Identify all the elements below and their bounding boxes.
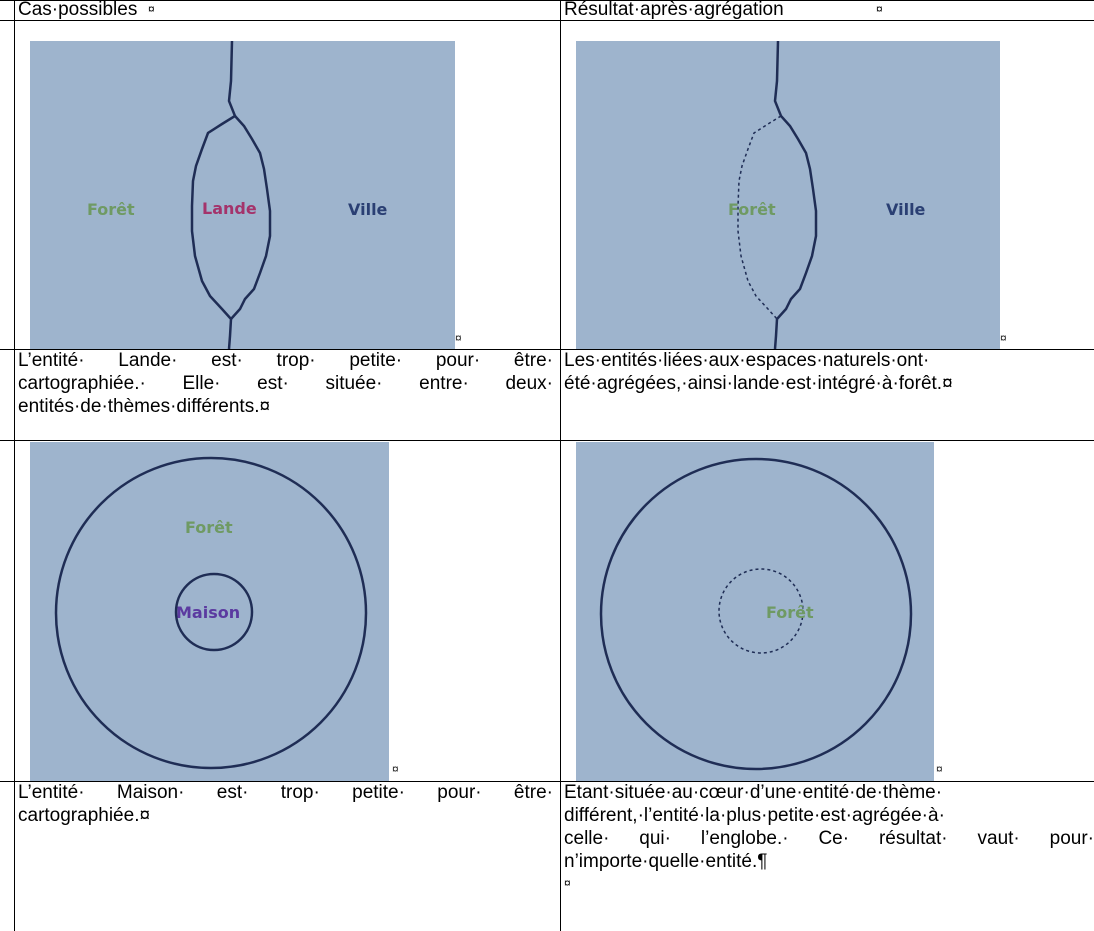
label-foret: Forêt: [185, 518, 233, 537]
result-description-lande: Les·entités·liées·aux·espaces·naturels·o…: [564, 349, 1094, 395]
boundary-line: [230, 115, 272, 320]
figure-lande-result: Forêt Ville: [576, 41, 1000, 349]
text-line: différent,·l’entité·la·plus·petite·est·a…: [564, 805, 945, 826]
text-line: L’entité· Lande· est· trop· petite· pour…: [18, 350, 553, 371]
cell-end-mark: ¤: [392, 762, 399, 776]
row-divider: [0, 20, 1094, 21]
column-divider: [560, 0, 561, 931]
figure-maison-result: Forêt: [576, 442, 934, 781]
row-divider: [0, 349, 1094, 350]
label-lande: Lande: [202, 199, 257, 218]
text-line: Les·entités·liées·aux·espaces·naturels·o…: [564, 350, 930, 371]
label-ville: Ville: [886, 200, 926, 219]
boundary-line: [773, 41, 818, 349]
case-description-lande: L’entité· Lande· est· trop· petite· pour…: [18, 349, 553, 418]
label-ville: Ville: [348, 200, 388, 219]
dashed-former-boundary: [737, 115, 782, 320]
text-line: cartographiée.· Elle· est· située· entre…: [18, 373, 553, 394]
result-description-maison: Etant·située·au·cœur·d’une·entité·de·thè…: [564, 781, 1094, 893]
label-foret: Forêt: [87, 200, 135, 219]
text-line: été·agrégées,·ainsi·lande·est·intégré·à·…: [564, 373, 953, 394]
text-line: Etant·située·au·cœur·d’une·entité·de·thè…: [564, 782, 943, 803]
boundary-line: [190, 41, 237, 349]
inner-boundary: [174, 572, 254, 652]
text-line: cartographiée.¤: [18, 805, 151, 826]
cell-end-mark: ¤: [1000, 331, 1007, 345]
cell-end-mark: ¤: [148, 2, 155, 16]
text-line: L’entité· Maison· est· trop· petite· pou…: [18, 782, 553, 803]
case-description-maison: L’entité· Maison· est· trop· petite· pou…: [18, 781, 553, 827]
cell-end-mark: ¤: [455, 331, 462, 345]
label-maison: Maison: [176, 603, 240, 622]
header-resultat-apres-agregation: Résultat·après·agrégation: [564, 0, 784, 20]
label-foret: Forêt: [728, 200, 776, 219]
header-cas-possibles: Cas·possibles: [18, 0, 138, 20]
figure-lande-case: Forêt Lande Ville: [30, 41, 455, 349]
figure-maison-case: Forêt Maison: [30, 442, 389, 781]
dashed-former-boundary: [718, 568, 804, 654]
cell-end-mark: ¤: [564, 876, 571, 890]
table-left-border: [14, 0, 15, 931]
row-divider: [0, 440, 1094, 441]
outer-boundary: [599, 457, 913, 771]
row-divider: [0, 781, 1094, 782]
cell-end-mark: ¤: [936, 762, 943, 776]
text-line: entités·de·thèmes·différents.¤: [18, 396, 271, 417]
outer-boundary: [54, 456, 368, 770]
label-foret: Forêt: [766, 603, 814, 622]
table-top-border: [0, 0, 1094, 1]
text-line: n’importe·quelle·entité.¶: [564, 851, 768, 872]
text-line: celle· qui· l’englobe.· Ce· résultat· va…: [564, 828, 1094, 849]
cell-end-mark: ¤: [876, 2, 883, 16]
